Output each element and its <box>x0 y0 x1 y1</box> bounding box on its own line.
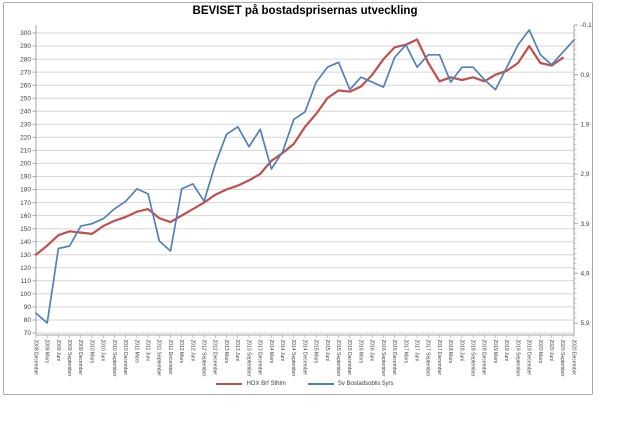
svg-text:280: 280 <box>20 56 31 63</box>
svg-text:2009 September: 2009 September <box>66 340 72 377</box>
svg-text:2020 Mars: 2020 Mars <box>537 340 543 364</box>
svg-text:2013 September: 2013 September <box>245 340 251 377</box>
svg-text:2014 September: 2014 September <box>290 340 296 377</box>
svg-text:2020 Juni: 2020 Juni <box>548 340 554 362</box>
svg-text:110: 110 <box>21 278 32 285</box>
svg-text:250: 250 <box>20 95 31 102</box>
svg-text:2017 December: 2017 December <box>436 340 442 376</box>
series-line-blue <box>35 29 575 324</box>
svg-text:-0,1: -0,1 <box>581 22 593 29</box>
svg-text:200: 200 <box>20 161 31 168</box>
svg-text:2008 December: 2008 December <box>32 340 38 376</box>
svg-text:2009 December: 2009 December <box>77 340 83 376</box>
svg-text:270: 270 <box>20 69 31 76</box>
svg-text:2010 Juni: 2010 Juni <box>100 340 106 362</box>
svg-text:2015 Juni: 2015 Juni <box>324 340 330 362</box>
svg-text:2019 September: 2019 September <box>514 340 520 377</box>
svg-text:2014 Juni: 2014 Juni <box>279 340 285 362</box>
svg-text:240: 240 <box>20 109 31 116</box>
legend-item-bond: Sv Bostadsoblis 5yrs <box>307 381 394 387</box>
svg-text:2014 December: 2014 December <box>301 340 307 376</box>
chart-legend: HOX Brf Sthlm Sv Bostadsoblis 5yrs <box>36 381 574 387</box>
svg-text:3,9: 3,9 <box>581 221 590 228</box>
red-line-swatch <box>216 383 243 385</box>
svg-text:2019 Juni: 2019 Juni <box>503 340 509 362</box>
svg-text:2012 December: 2012 December <box>212 340 218 376</box>
svg-text:300: 300 <box>20 30 31 37</box>
svg-text:0,9: 0,9 <box>581 72 590 79</box>
svg-text:2020 September: 2020 September <box>559 340 565 377</box>
svg-text:2011 Mars: 2011 Mars <box>133 340 139 364</box>
svg-text:190: 190 <box>20 174 31 181</box>
svg-text:260: 260 <box>20 82 31 89</box>
svg-text:2013 Mars: 2013 Mars <box>223 340 229 364</box>
svg-text:2018 Juni: 2018 Juni <box>458 340 464 362</box>
svg-text:2014 Mars: 2014 Mars <box>268 340 274 364</box>
svg-text:2019 December: 2019 December <box>526 340 532 376</box>
svg-text:2009 Juni: 2009 Juni <box>55 340 61 362</box>
svg-text:5,9: 5,9 <box>581 320 590 327</box>
svg-text:2012 September: 2012 September <box>201 340 207 377</box>
svg-text:180: 180 <box>20 187 31 194</box>
svg-text:2010 December: 2010 December <box>122 340 128 376</box>
series-line-red <box>34 38 564 256</box>
svg-text:2010 September: 2010 September <box>111 340 117 377</box>
svg-text:2016 September: 2016 September <box>380 340 386 377</box>
svg-text:2018 September: 2018 September <box>470 340 476 377</box>
svg-text:1,9: 1,9 <box>581 122 590 129</box>
svg-text:2011 Juni: 2011 Juni <box>144 340 150 361</box>
svg-text:2013 December: 2013 December <box>257 340 263 376</box>
svg-text:2012 Mars: 2012 Mars <box>178 340 184 364</box>
chart-frame <box>3 2 593 395</box>
svg-text:220: 220 <box>20 135 31 142</box>
svg-text:2009 Mars: 2009 Mars <box>44 340 50 364</box>
y-axis-right: -0,1 0,9 1,9 2,9 3,9 4,9 5,9 <box>574 22 592 327</box>
svg-text:2017 September: 2017 September <box>425 340 431 377</box>
svg-text:2016 Juni: 2016 Juni <box>369 340 375 362</box>
svg-text:120: 120 <box>20 265 31 272</box>
svg-text:230: 230 <box>20 122 31 129</box>
svg-text:2013 Juni: 2013 Juni <box>234 340 240 362</box>
gridlines <box>36 32 574 334</box>
svg-text:4,9: 4,9 <box>581 271 590 278</box>
svg-text:2018 December: 2018 December <box>481 340 487 376</box>
svg-text:2018 Mars: 2018 Mars <box>447 340 453 364</box>
svg-text:210: 210 <box>20 148 31 155</box>
svg-text:2015 September: 2015 September <box>335 340 341 377</box>
svg-text:2011 September: 2011 September <box>156 340 162 377</box>
legend-label-bond: Sv Bostadsoblis 5yrs <box>337 381 394 387</box>
blue-line-swatch <box>307 383 334 385</box>
svg-text:90: 90 <box>24 304 32 311</box>
svg-text:2015 December: 2015 December <box>346 340 352 376</box>
y-axis-left: 300 290 280 270 260 250 240 230 220 210 200 190 180 1… <box>20 30 36 337</box>
svg-text:2,9: 2,9 <box>581 171 590 178</box>
svg-text:2020 December: 2020 December <box>570 340 576 376</box>
svg-text:2017 Juni: 2017 Juni <box>413 340 419 362</box>
svg-text:2017 Mars: 2017 Mars <box>402 340 408 364</box>
svg-text:140: 140 <box>20 239 31 246</box>
svg-text:170: 170 <box>20 200 31 207</box>
svg-text:2010 Mars: 2010 Mars <box>88 340 94 364</box>
svg-text:2016 December: 2016 December <box>391 340 397 376</box>
svg-text:2012 Juni: 2012 Juni <box>189 340 195 362</box>
svg-text:70: 70 <box>24 330 32 337</box>
svg-text:80: 80 <box>24 317 32 324</box>
svg-text:130: 130 <box>20 252 31 259</box>
svg-text:100: 100 <box>20 291 31 298</box>
svg-text:150: 150 <box>20 226 31 233</box>
svg-text:290: 290 <box>20 43 31 50</box>
legend-label-hox: HOX Brf Sthlm <box>246 381 286 387</box>
svg-text:160: 160 <box>20 213 31 220</box>
svg-text:2016 Mars: 2016 Mars <box>357 340 363 364</box>
svg-text:2015 Mars: 2015 Mars <box>313 340 319 364</box>
svg-text:2019 Mars: 2019 Mars <box>492 340 498 364</box>
chart-title: BEVISET på bostadsprisernas utveckling <box>192 5 418 17</box>
svg-text:2011 December: 2011 December <box>167 340 173 376</box>
legend-item-hox: HOX Brf Sthlm <box>216 381 286 387</box>
x-axis: 2008 December 2009 Mars 2009 Juni 2009 Sept… <box>32 335 576 377</box>
